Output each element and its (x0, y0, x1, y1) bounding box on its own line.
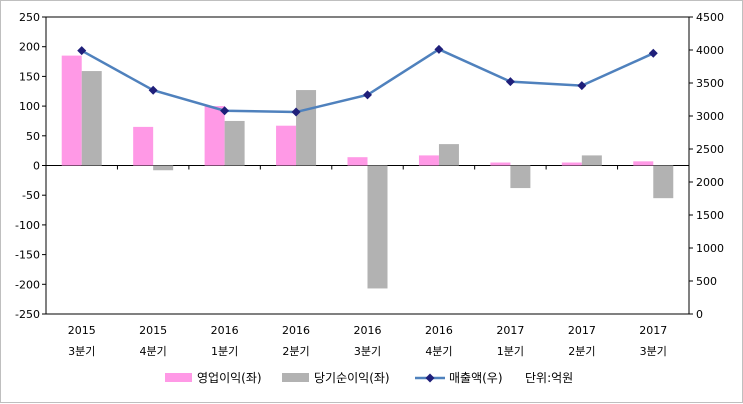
operating-profit-bar (347, 157, 368, 166)
revenue-point-marker (434, 44, 444, 54)
right-axis-tick-label: 0 (696, 308, 703, 321)
revenue-point-marker (77, 46, 87, 56)
operating-profit-bar (561, 162, 582, 166)
operating-profit-bar (276, 125, 297, 166)
category-quarter-label: 1분기 (211, 345, 238, 358)
left-axis-tick-label: -150 (15, 249, 40, 262)
right-axis-tick-label: 3500 (696, 77, 724, 90)
category-year-label: 2017 (568, 324, 596, 337)
right-axis-tick-label: 1000 (696, 242, 724, 255)
revenue-point-marker (148, 85, 158, 95)
revenue-line (81, 47, 654, 114)
right-axis-tick-label: 2000 (696, 176, 724, 189)
revenue-point-marker (505, 77, 515, 87)
category-quarter-label: 1분기 (497, 345, 524, 358)
right-axis-tick-label: 2500 (696, 143, 724, 156)
revenue-point-marker (577, 81, 587, 91)
net-income-bar (153, 165, 174, 171)
right-axis-tick-label: 4000 (696, 44, 724, 57)
legend-label-net-income: 당기순이익(좌) (314, 371, 390, 385)
left-axis-tick-label: -50 (22, 189, 40, 202)
right-axis-tick-label: 500 (696, 275, 717, 288)
category-quarter-label: 3분기 (640, 345, 667, 358)
left-axis-tick-label: -250 (15, 308, 40, 321)
revenue-point-marker (291, 107, 301, 117)
left-axis-tick-label: -100 (15, 219, 40, 232)
operating-profit-bar (490, 162, 511, 166)
left-axis-tick-label: 200 (19, 41, 40, 54)
category-year-label: 2016 (425, 324, 453, 337)
legend-swatch-operating-profit (165, 373, 192, 382)
left-axis-tick-label: 250 (19, 11, 40, 24)
revenue-point-marker (648, 48, 658, 58)
legend-label-revenue: 매출액(우) (449, 371, 503, 385)
category-quarter-label: 3분기 (354, 345, 381, 358)
category-year-label: 2017 (639, 324, 667, 337)
net-income-bar (81, 71, 102, 166)
operating-profit-bar (133, 126, 154, 166)
net-income-bar (581, 155, 602, 166)
net-income-bar (438, 144, 459, 166)
legend-swatch-net-income (282, 373, 309, 382)
left-axis-tick-label: 50 (26, 130, 40, 143)
category-year-label: 2016 (282, 324, 310, 337)
legend-label-operating-profit: 영업이익(좌) (197, 371, 262, 385)
category-quarter-label: 4분기 (425, 345, 452, 358)
right-axis-tick-label: 4500 (696, 11, 724, 24)
net-income-bar (296, 90, 317, 166)
category-year-label: 2017 (496, 324, 524, 337)
category-year-label: 2016 (211, 324, 239, 337)
left-axis-tick-label: 100 (19, 100, 40, 113)
category-quarter-label: 2분기 (568, 345, 595, 358)
right-axis-tick-label: 1500 (696, 209, 724, 222)
operating-profit-bar (61, 55, 82, 166)
net-income-bar (510, 165, 531, 189)
operating-profit-bar (633, 161, 654, 166)
net-income-bar (367, 165, 388, 289)
category-quarter-label: 3분기 (68, 345, 95, 358)
category-year-label: 2015 (139, 324, 167, 337)
category-year-label: 2015 (68, 324, 96, 337)
unit-note: 단위:억원 (525, 371, 573, 385)
legend-swatch-revenue-marker (425, 373, 435, 383)
net-income-bar (653, 165, 674, 199)
left-axis-tick-label: -200 (15, 278, 40, 291)
category-quarter-label: 2분기 (282, 345, 309, 358)
category-quarter-label: 4분기 (140, 345, 167, 358)
operating-profit-bar (418, 155, 439, 166)
right-axis-tick-label: 3000 (696, 110, 724, 123)
revenue-point-marker (363, 90, 372, 100)
operating-profit-bar (204, 106, 225, 166)
category-year-label: 2016 (354, 324, 382, 337)
revenue-point-marker (220, 106, 230, 116)
left-axis-tick-label: 150 (19, 70, 40, 83)
left-axis-tick-label: 0 (33, 160, 40, 173)
net-income-bar (224, 120, 245, 166)
